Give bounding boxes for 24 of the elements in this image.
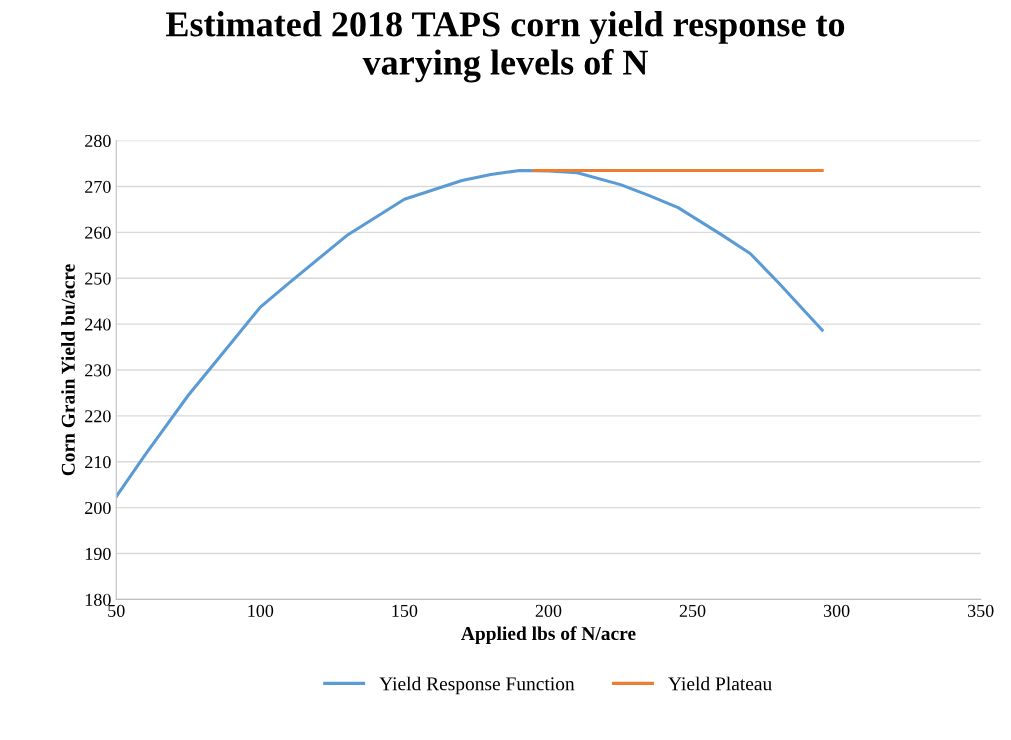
x-tick-label: 150 xyxy=(392,604,418,617)
legend-label: Yield Response Function xyxy=(379,676,575,695)
x-tick-label: 250 xyxy=(679,604,706,617)
x-tick-label: 50 xyxy=(108,604,125,617)
x-tick-label: 300 xyxy=(823,604,850,617)
y-tick-label: 270 xyxy=(85,180,111,193)
y-tick-label: 210 xyxy=(85,456,111,469)
y-tick-label: 190 xyxy=(85,547,111,560)
x-tick-label: 350 xyxy=(967,604,994,617)
y-tick-label: 180 xyxy=(85,593,111,606)
y-tick-label: 280 xyxy=(85,134,111,148)
y-tick-label: 200 xyxy=(85,501,111,515)
x-tick-label: 100 xyxy=(248,604,274,617)
x-tick-label: 200 xyxy=(535,604,562,617)
y-tick-label: 240 xyxy=(85,318,111,331)
line-series xyxy=(116,168,824,499)
y-tick-label: 250 xyxy=(85,272,111,285)
legend-label: Yield Plateau xyxy=(668,676,772,691)
y-tick-label: 220 xyxy=(85,410,111,423)
y-tick-label: 260 xyxy=(85,226,111,239)
y-axis-title: Corn Grain Yield bu/acre xyxy=(61,264,75,476)
x-axis-title: Applied lbs of N/acre xyxy=(461,626,636,645)
chart-title: Estimated 2018 TAPS corn yield response to varying levels of N xyxy=(166,11,845,83)
y-tick-label: 230 xyxy=(85,364,111,377)
